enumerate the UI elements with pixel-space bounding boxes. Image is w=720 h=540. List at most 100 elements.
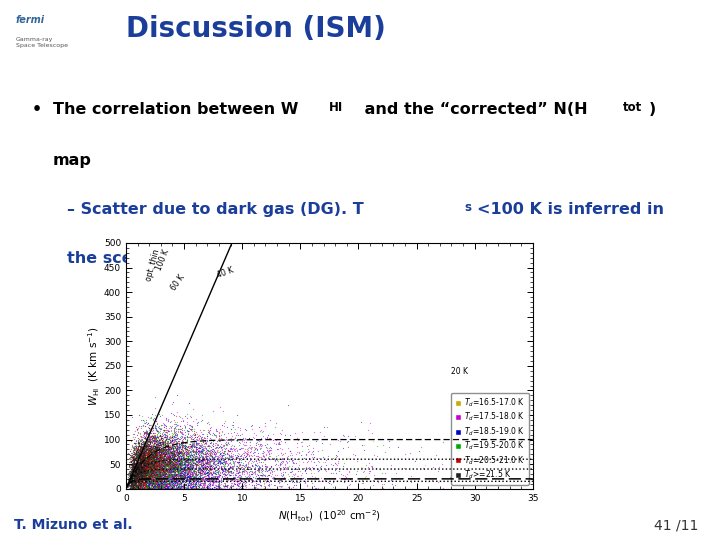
Point — [141, 454, 153, 462]
Point — [135, 456, 146, 464]
Point — [157, 438, 168, 447]
Point — [130, 467, 141, 476]
Point — [164, 475, 176, 483]
Point — [135, 451, 147, 460]
Point — [153, 461, 164, 469]
Point — [241, 463, 253, 471]
Point — [162, 465, 174, 474]
Point — [170, 470, 181, 479]
Point — [148, 478, 159, 487]
Point — [154, 442, 166, 451]
Point — [140, 465, 152, 474]
Point — [153, 484, 165, 493]
Point — [210, 465, 222, 474]
Point — [181, 446, 193, 454]
Point — [216, 484, 228, 493]
Point — [184, 475, 195, 483]
Point — [141, 438, 153, 447]
Point — [144, 453, 156, 462]
Point — [207, 468, 219, 476]
Point — [194, 484, 206, 493]
Point — [227, 471, 238, 480]
Point — [168, 451, 180, 460]
Point — [135, 476, 147, 484]
Point — [220, 435, 232, 443]
Point — [166, 483, 177, 491]
Point — [145, 484, 156, 493]
Point — [172, 484, 184, 493]
Point — [132, 465, 143, 474]
Point — [150, 457, 162, 465]
Point — [161, 457, 173, 466]
Point — [194, 476, 206, 485]
Point — [234, 454, 246, 463]
Point — [162, 449, 174, 458]
Point — [133, 467, 145, 475]
Point — [137, 458, 148, 467]
Point — [143, 456, 155, 464]
Point — [149, 467, 161, 475]
Point — [130, 450, 141, 458]
Point — [132, 470, 144, 479]
Point — [166, 449, 177, 457]
Point — [162, 441, 174, 450]
Point — [210, 484, 221, 493]
Point — [130, 467, 141, 476]
Point — [166, 427, 177, 435]
Point — [171, 451, 183, 460]
Point — [186, 470, 198, 478]
Point — [166, 400, 178, 409]
Point — [129, 472, 140, 481]
Point — [199, 479, 211, 488]
Point — [190, 484, 202, 493]
Point — [176, 474, 187, 483]
Point — [157, 456, 168, 464]
Point — [181, 435, 192, 443]
Point — [225, 449, 236, 457]
Point — [200, 475, 212, 484]
Point — [158, 455, 169, 464]
Point — [167, 455, 179, 463]
Point — [263, 454, 274, 463]
Point — [160, 470, 171, 478]
Point — [211, 477, 222, 485]
Point — [141, 484, 153, 493]
Point — [175, 454, 186, 462]
Point — [126, 449, 138, 457]
Point — [131, 468, 143, 477]
Point — [125, 480, 137, 488]
Point — [172, 484, 184, 493]
Point — [419, 461, 431, 469]
Point — [143, 484, 155, 493]
Point — [166, 457, 177, 465]
Point — [127, 452, 139, 461]
Point — [135, 468, 146, 476]
Point — [140, 465, 152, 474]
Point — [132, 449, 143, 458]
Point — [157, 457, 168, 466]
Point — [133, 463, 145, 472]
Point — [137, 452, 148, 461]
Point — [251, 465, 263, 474]
Point — [217, 480, 229, 489]
Point — [145, 478, 156, 487]
Point — [138, 470, 150, 479]
Point — [240, 473, 252, 482]
Point — [160, 449, 171, 457]
Point — [162, 460, 174, 469]
Point — [154, 484, 166, 493]
Point — [140, 447, 152, 455]
Point — [164, 480, 176, 488]
Point — [125, 454, 136, 462]
Point — [135, 476, 147, 484]
Point — [155, 468, 166, 476]
Point — [125, 471, 137, 480]
Point — [210, 469, 221, 478]
Point — [167, 484, 179, 493]
Point — [152, 468, 163, 477]
Point — [201, 483, 212, 491]
Point — [142, 484, 153, 493]
Point — [189, 447, 200, 456]
Point — [142, 441, 153, 450]
Point — [197, 484, 209, 493]
